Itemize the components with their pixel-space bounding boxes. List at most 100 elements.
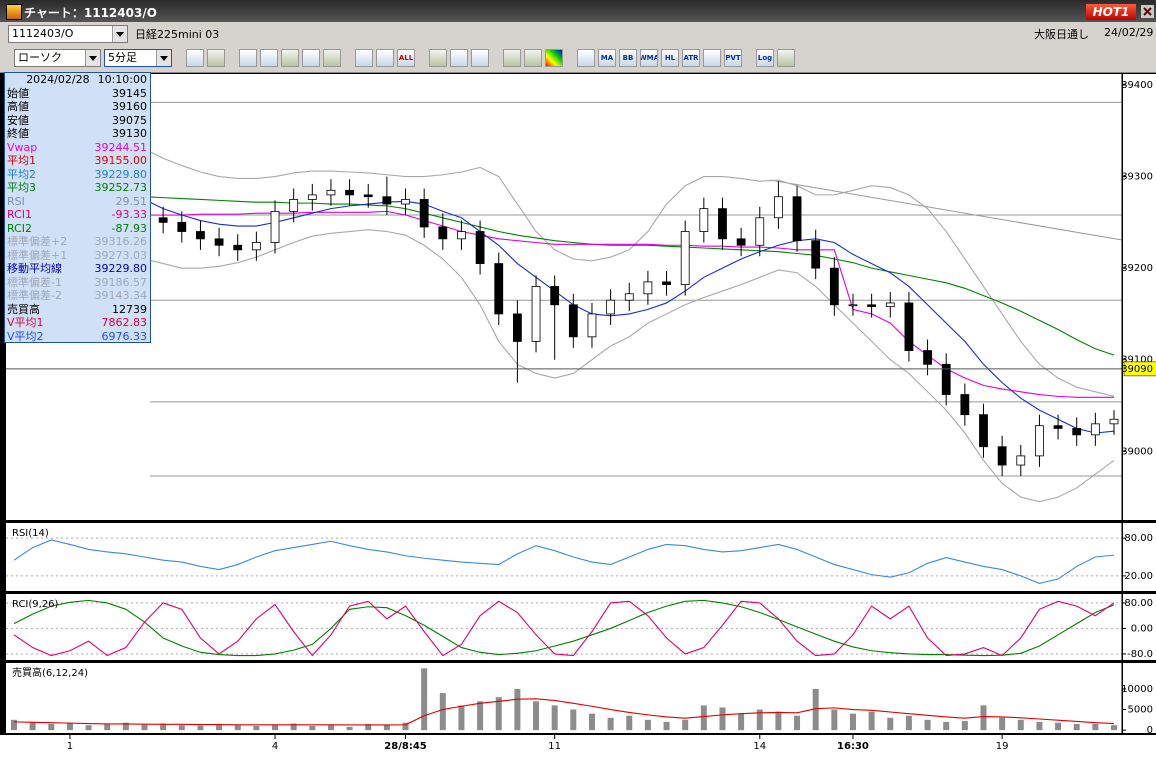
candle-body (624, 293, 634, 301)
tool-button[interactable] (471, 49, 489, 67)
volume-bar (775, 711, 782, 731)
volume-bar (588, 713, 595, 731)
tool-button[interactable] (239, 49, 257, 67)
info-value: 39273.03 (94, 248, 148, 262)
chart-kind-select[interactable]: ローソク (14, 49, 101, 67)
info-row: RCI2 -87.93 (5, 222, 150, 236)
info-value: 39145 (112, 86, 147, 100)
candle-body (531, 286, 541, 342)
info-row: 始値 39145 (5, 87, 150, 101)
tool-button[interactable] (186, 49, 204, 67)
tool-button[interactable]: Log (756, 49, 774, 67)
info-value: 39186.57 (94, 275, 148, 289)
symbol-input[interactable]: 1112403/O (8, 25, 128, 43)
indicator-line (13, 102, 1115, 397)
y-tick-label: 0 (1147, 725, 1153, 736)
symbol-name: 日経225mini 03 (135, 28, 220, 41)
tool-button[interactable]: BB (619, 49, 637, 67)
candle-body (401, 199, 410, 205)
tool-button[interactable] (323, 49, 341, 67)
volume-bar (421, 668, 428, 731)
tool-button[interactable] (302, 49, 320, 67)
tool-button[interactable] (207, 49, 225, 67)
y-tick-label: -80.0 (1127, 649, 1153, 660)
info-label: 高値 (7, 100, 29, 113)
last-price-box (1123, 361, 1156, 377)
info-row: 高値 39160 (5, 100, 150, 114)
volume-bar (756, 709, 763, 731)
x-tick-label: 28/8:45 (384, 741, 426, 752)
volume-bar (626, 715, 633, 731)
info-row: 標準偏差-1 39186.57 (5, 276, 150, 290)
chart-kind: ローソク (18, 51, 62, 64)
info-label: 安値 (7, 113, 29, 127)
candle-body (177, 221, 187, 232)
volume-bar (514, 688, 521, 731)
symbol-code: 1112403/O (12, 27, 74, 40)
tool-button[interactable] (376, 49, 394, 67)
candle-body (680, 231, 690, 286)
candle-body (829, 267, 839, 306)
tool-button[interactable] (503, 49, 521, 67)
volume-bar (682, 719, 689, 731)
info-value: 39130 (112, 127, 147, 140)
info-row: 売買高 12739 (5, 303, 150, 317)
tool-button[interactable]: MA (598, 49, 616, 67)
tool-button[interactable] (281, 49, 299, 67)
tool-button[interactable] (260, 49, 278, 67)
volume-bar (794, 715, 801, 731)
tool-button[interactable] (777, 49, 795, 67)
candle-body (1053, 425, 1063, 429)
tool-button[interactable] (545, 49, 563, 67)
tool-button[interactable] (524, 49, 542, 67)
window-title: チャート：1112403/O (24, 6, 157, 20)
volume-bar (905, 715, 912, 731)
interval-select[interactable]: 5分足 (104, 49, 172, 67)
info-value: 6976.33 (101, 329, 148, 343)
info-value: 12739 (112, 302, 147, 316)
indicator-line (13, 600, 1115, 657)
candle-body (457, 231, 466, 240)
candle-body (923, 350, 932, 365)
volume-bar (122, 722, 129, 731)
candle-body (979, 414, 988, 448)
tool-button[interactable]: ATR (682, 49, 700, 67)
tool-button[interactable] (577, 49, 595, 67)
candle-body (568, 304, 578, 338)
volume-bar (961, 721, 968, 731)
volume-bar (868, 711, 875, 731)
candle-body (904, 302, 914, 351)
tool-button[interactable] (703, 49, 721, 67)
panel-title: RCI(9,26) (12, 599, 59, 610)
info-label: 終値 (7, 127, 29, 140)
tool-button[interactable]: HL (661, 49, 679, 67)
tool-button[interactable] (450, 49, 468, 67)
tool-button[interactable] (355, 49, 373, 67)
toolbar: ローソク 5分足 ALL MABBWMAHLATR PVT Log (0, 44, 1156, 73)
volume-bar (849, 713, 856, 731)
indicator-line (13, 698, 1115, 726)
candle-body (1109, 418, 1119, 425)
panel-bg (6, 594, 1122, 660)
info-panel: 2024/02/28 10:10:00 始値 39145 高値 39160 安値 39075… (4, 72, 151, 343)
tool-button[interactable]: WMA (640, 49, 658, 67)
volume-bar (197, 725, 204, 731)
volume-bar (887, 717, 894, 731)
symbol-bar: 1112403/O 日経225mini 03 大阪日通し 24/02/29 (0, 22, 1156, 44)
panel-bg (6, 523, 1122, 591)
candle-body (158, 217, 168, 223)
tool-button[interactable] (429, 49, 447, 67)
tool-button[interactable]: PVT (724, 49, 742, 67)
close-button[interactable] (1141, 5, 1154, 18)
x-tick-label: 16:30 (837, 741, 869, 752)
volume-bar (160, 723, 167, 731)
volume-bar (383, 725, 390, 731)
volume-bar (216, 723, 223, 731)
candle-body (606, 299, 616, 315)
hot-button[interactable]: HOT1 (1086, 4, 1136, 20)
x-tick-label: 19 (996, 741, 1009, 752)
info-label: 標準偏差-2 (7, 289, 62, 302)
tool-button[interactable]: ALL (397, 49, 415, 67)
candle-body (885, 302, 895, 308)
